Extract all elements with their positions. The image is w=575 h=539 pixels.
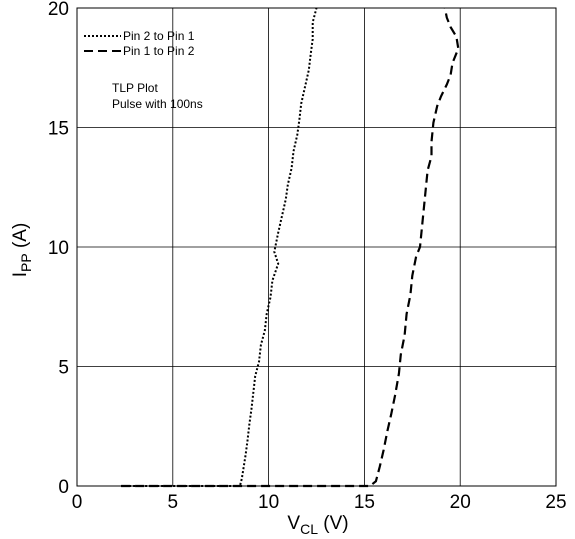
annotation-line-1: TLP Plot xyxy=(112,81,158,95)
x-tick-label: 5 xyxy=(168,492,179,513)
series-lines xyxy=(121,7,460,488)
x-tick-labels: 0 5 10 15 20 25 xyxy=(72,492,567,513)
x-tick-label: 25 xyxy=(545,492,566,513)
plot-frame xyxy=(76,7,557,487)
x-tick-label: 15 xyxy=(354,492,375,513)
y-tick-labels: 0 5 10 15 20 xyxy=(48,0,69,498)
grid xyxy=(76,7,557,487)
y-tick-label: 20 xyxy=(48,0,69,20)
y-tick-label: 5 xyxy=(58,358,69,379)
series-line-1 xyxy=(121,7,318,487)
x-axis-label-unit: (V) xyxy=(318,513,349,534)
legend-label: Pin 1 to Pin 2 xyxy=(123,44,195,58)
x-tick-label: 20 xyxy=(450,492,471,513)
series-line-2 xyxy=(121,7,460,488)
y-axis-label-main: I xyxy=(10,272,31,277)
y-tick-label: 10 xyxy=(48,238,69,259)
x-axis-label: VCL (V) xyxy=(287,513,348,537)
legend-label: Pin 2 to Pin 1 xyxy=(123,29,195,43)
x-axis-label-main: V xyxy=(287,513,300,534)
y-axis-label: IPP (A) xyxy=(10,223,34,278)
x-tick-label: 10 xyxy=(258,492,279,513)
y-tick-label: 0 xyxy=(58,477,69,498)
annotation: TLP Plot Pulse with 100ns xyxy=(112,81,203,111)
y-axis-label-unit: (A) xyxy=(10,223,31,254)
x-tick-label: 0 xyxy=(72,492,83,513)
annotation-line-2: Pulse with 100ns xyxy=(112,97,203,111)
y-axis-label-sub: PP xyxy=(18,253,34,272)
y-tick-label: 15 xyxy=(48,119,69,140)
x-axis-label-sub: CL xyxy=(300,521,318,537)
